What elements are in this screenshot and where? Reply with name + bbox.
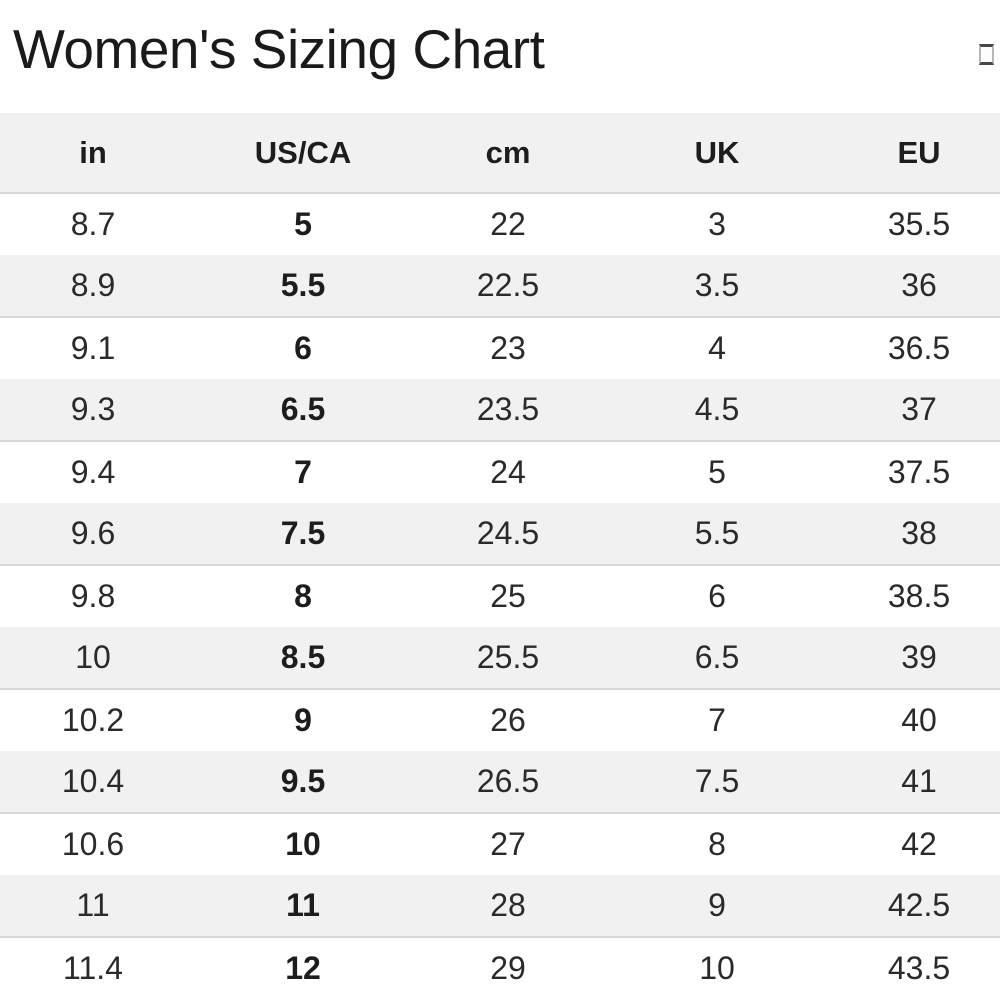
table-cell: 8.5 bbox=[280, 639, 326, 675]
table-cell: 25 bbox=[490, 578, 526, 614]
table-cell: 3 bbox=[708, 206, 726, 242]
column-header-eu: EU bbox=[897, 134, 941, 170]
table-cell: 8.9 bbox=[70, 267, 116, 303]
table-cell: 8 bbox=[294, 578, 312, 614]
table-cell: 7.5 bbox=[280, 515, 326, 551]
table-cell: 4 bbox=[708, 330, 726, 366]
sizing-table: in US/CA cm UK EU 8.7 5 22 3 35.5 8.9 5.5 22.5 3… bbox=[0, 113, 1000, 999]
table-cell: 7.5 bbox=[694, 763, 740, 799]
table-row: 11 11 28 9 42.5 bbox=[0, 875, 1000, 937]
table-cell: 6 bbox=[708, 578, 726, 614]
table-row: 9.1 6 23 4 36.5 bbox=[0, 317, 1000, 379]
table-cell: 10.6 bbox=[61, 826, 125, 862]
table-cell: 28 bbox=[490, 887, 526, 923]
table-cell: 10.4 bbox=[61, 763, 125, 799]
table-cell: 38.5 bbox=[887, 578, 951, 614]
title-bar: Women's Sizing Chart bbox=[0, 0, 1000, 113]
table-cell: 10 bbox=[75, 639, 111, 675]
table-cell: 39 bbox=[901, 639, 937, 675]
table-cell: 25.5 bbox=[476, 639, 540, 675]
table-cell: 36.5 bbox=[887, 330, 951, 366]
table-cell: 5.5 bbox=[694, 515, 740, 551]
table-cell: 23.5 bbox=[476, 391, 540, 427]
table-cell: 4.5 bbox=[694, 391, 740, 427]
column-header-in: in bbox=[79, 134, 107, 170]
table-cell: 37.5 bbox=[887, 454, 951, 490]
table-cell: 5.5 bbox=[280, 267, 326, 303]
table-cell: 11 bbox=[286, 887, 320, 923]
table-row: 8.7 5 22 3 35.5 bbox=[0, 193, 1000, 255]
table-cell: 3.5 bbox=[694, 267, 740, 303]
table-cell: 42 bbox=[901, 826, 937, 862]
table-cell: 24.5 bbox=[476, 515, 540, 551]
table-row: 11.4 12 29 10 43.5 bbox=[0, 937, 1000, 999]
table-header-row: in US/CA cm UK EU bbox=[0, 113, 1000, 193]
page-title: Women's Sizing Chart bbox=[13, 18, 545, 80]
table-cell: 7 bbox=[708, 702, 726, 738]
table-cell: 9.1 bbox=[70, 330, 116, 366]
table-cell: 9.5 bbox=[280, 763, 326, 799]
table-cell: 6 bbox=[294, 330, 312, 366]
table-cell: 9 bbox=[294, 702, 312, 738]
table-cell: 29 bbox=[490, 950, 526, 986]
table-cell: 24 bbox=[490, 454, 526, 490]
table-cell: 9 bbox=[708, 887, 726, 923]
table-cell: 10 bbox=[285, 826, 321, 862]
table-row: 10.6 10 27 8 42 bbox=[0, 813, 1000, 875]
table-cell: 9.6 bbox=[70, 515, 116, 551]
table-row: 10 8.5 25.5 6.5 39 bbox=[0, 627, 1000, 689]
table-cell: 9.4 bbox=[70, 454, 116, 490]
table-row: 9.8 8 25 6 38.5 bbox=[0, 565, 1000, 627]
table-cell: 27 bbox=[490, 826, 526, 862]
table-cell: 22 bbox=[490, 206, 526, 242]
column-header-usca: US/CA bbox=[254, 134, 352, 170]
table-row: 8.9 5.5 22.5 3.5 36 bbox=[0, 255, 1000, 317]
table-cell: 9.8 bbox=[70, 578, 116, 614]
table-row: 9.4 7 24 5 37.5 bbox=[0, 441, 1000, 503]
table-cell: 12 bbox=[285, 950, 321, 986]
table-cell: 11 bbox=[76, 887, 110, 923]
column-header-uk: UK bbox=[694, 134, 740, 170]
table-cell: 37 bbox=[901, 391, 937, 427]
table-cell: 43.5 bbox=[887, 950, 951, 986]
table-cell: 8 bbox=[708, 826, 726, 862]
table-cell: 6.5 bbox=[694, 639, 740, 675]
table-cell: 5 bbox=[294, 206, 312, 242]
table-cell: 8.7 bbox=[70, 206, 116, 242]
table-cell: 42.5 bbox=[887, 887, 951, 923]
table-cell: 23 bbox=[490, 330, 526, 366]
table-cell: 10 bbox=[699, 950, 735, 986]
table-body: 8.7 5 22 3 35.5 8.9 5.5 22.5 3.5 36 9.1 6 23 4 36.5 9.3… bbox=[0, 193, 1000, 999]
table-cell: 9.3 bbox=[70, 391, 116, 427]
table-cell: 26.5 bbox=[476, 763, 540, 799]
table-cell: 22.5 bbox=[476, 267, 540, 303]
table-row: 9.3 6.5 23.5 4.5 37 bbox=[0, 379, 1000, 441]
table-cell: 41 bbox=[901, 763, 937, 799]
box-glyph-icon[interactable] bbox=[979, 44, 994, 65]
table-row: 10.2 9 26 7 40 bbox=[0, 689, 1000, 751]
table-cell: 10.2 bbox=[61, 702, 125, 738]
table-cell: 38 bbox=[901, 515, 937, 551]
table-cell: 26 bbox=[490, 702, 526, 738]
column-header-cm: cm bbox=[485, 134, 531, 170]
table-cell: 35.5 bbox=[887, 206, 951, 242]
table-cell: 6.5 bbox=[280, 391, 326, 427]
table-cell: 5 bbox=[708, 454, 726, 490]
table-cell: 40 bbox=[901, 702, 937, 738]
table-cell: 11.4 bbox=[63, 950, 123, 986]
table-cell: 7 bbox=[294, 454, 312, 490]
table-row: 9.6 7.5 24.5 5.5 38 bbox=[0, 503, 1000, 565]
table-row: 10.4 9.5 26.5 7.5 41 bbox=[0, 751, 1000, 813]
table-cell: 36 bbox=[901, 267, 937, 303]
